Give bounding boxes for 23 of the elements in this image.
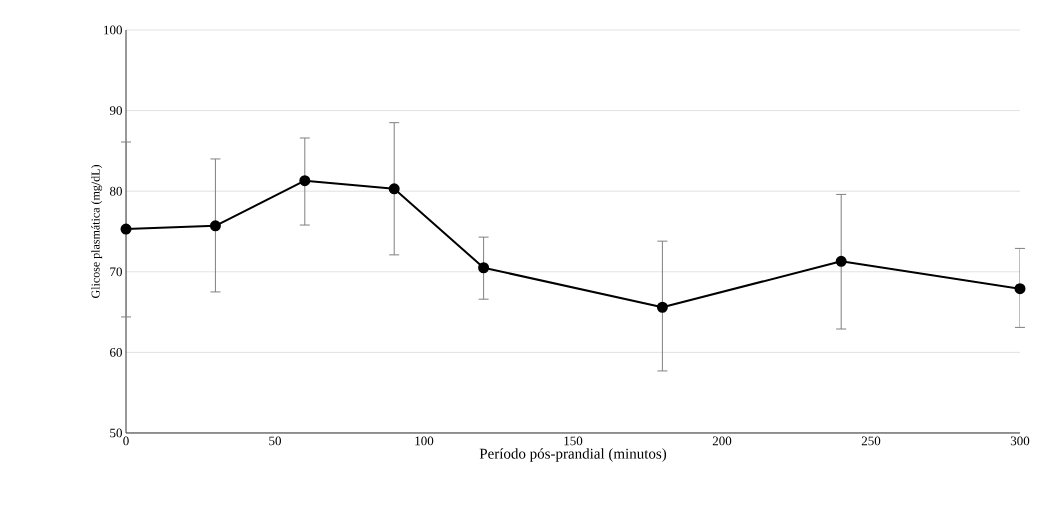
y-tick-label: 100 (104, 25, 122, 35)
y-axis-title: Glicose plasmática (mg/dL) (91, 165, 103, 298)
y-tick-label: 80 (109, 186, 122, 196)
point (299, 175, 311, 187)
y-tick-label: 50 (110, 428, 122, 438)
point (478, 262, 490, 274)
point (835, 255, 847, 267)
x-tick-label: 300 (1010, 436, 1030, 446)
point (388, 183, 400, 195)
x-tick-label: 150 (564, 436, 583, 446)
y-tick-label: 60 (110, 348, 122, 357)
x-tick-label: 50 (269, 436, 282, 446)
x-tick-label: 250 (861, 436, 881, 446)
point (209, 220, 221, 232)
y-tick-label: 70 (110, 267, 122, 277)
y-tick-label: 90 (109, 106, 122, 115)
x-tick-label: 200 (712, 436, 732, 446)
x-tick-label: 0 (123, 436, 129, 446)
x-tick-label: 100 (415, 436, 434, 446)
point (120, 223, 132, 235)
x-axis-title: Período pós-prandial (minutos) (479, 448, 667, 462)
point (1014, 283, 1026, 295)
point (656, 301, 668, 313)
